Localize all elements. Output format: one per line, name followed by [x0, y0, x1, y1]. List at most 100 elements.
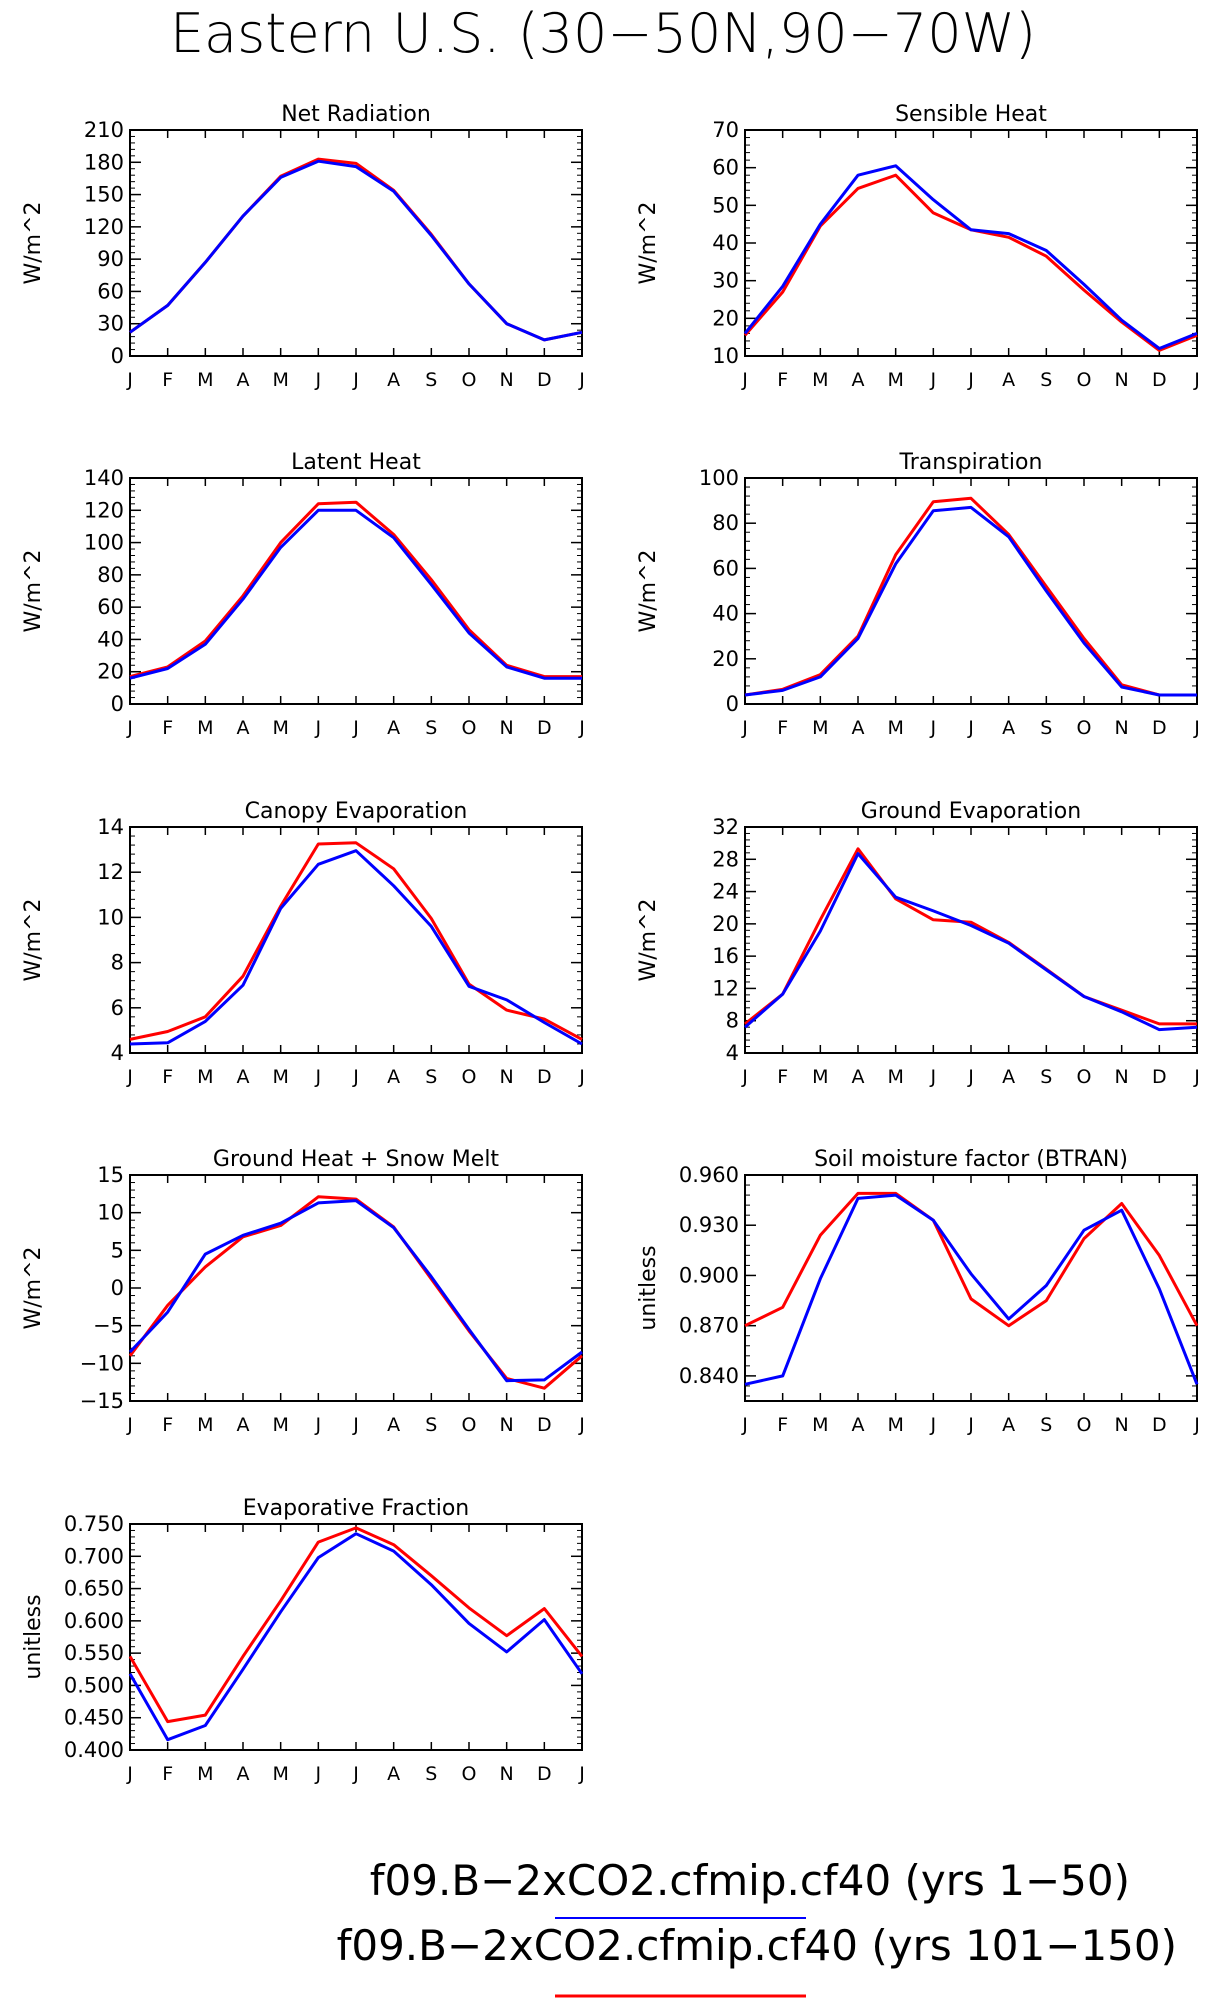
- x-tick-label: O: [462, 717, 477, 739]
- x-tick-label: M: [812, 1414, 828, 1436]
- x-tick-label: J: [126, 1763, 133, 1785]
- x-tick-label: A: [852, 717, 865, 739]
- x-tick-label: A: [387, 1414, 400, 1436]
- x-tick-label: S: [1040, 1414, 1052, 1436]
- y-tick-label: 0: [111, 344, 124, 368]
- x-tick-label: A: [852, 369, 865, 391]
- panel-title: Sensible Heat: [895, 102, 1047, 127]
- y-tick-label: 20: [712, 647, 739, 671]
- series-line-blue: [744, 852, 1198, 1032]
- x-tick-label: F: [777, 1066, 788, 1088]
- panel-title: Ground Evaporation: [861, 799, 1081, 824]
- x-tick-label: N: [1115, 369, 1129, 391]
- series-line-blue: [744, 505, 1197, 697]
- series-line-red: [128, 1195, 583, 1390]
- x-tick-label: A: [852, 1066, 865, 1088]
- x-tick-label: J: [930, 369, 937, 391]
- x-tick-label: M: [887, 717, 903, 739]
- x-tick-label: F: [162, 717, 173, 739]
- y-tick-label: 12: [97, 860, 124, 884]
- series-line-blue: [129, 159, 583, 342]
- x-tick-label: N: [500, 369, 514, 391]
- y-tick-label: 100: [84, 531, 124, 555]
- y-tick-label: 40: [712, 231, 739, 255]
- y-axis-label: W/m^2: [636, 549, 661, 632]
- x-tick-label: J: [315, 1763, 322, 1785]
- series-line-red: [129, 157, 583, 342]
- x-tick-label: O: [462, 369, 477, 391]
- x-tick-label: F: [777, 1414, 788, 1436]
- series-line-red: [744, 496, 1197, 697]
- y-tick-label: 0.930: [679, 1213, 739, 1237]
- x-tick-label: J: [352, 1763, 359, 1785]
- x-tick-label: J: [315, 717, 322, 739]
- x-tick-label: J: [1193, 717, 1200, 739]
- y-tick-label: 120: [84, 215, 124, 239]
- y-tick-label: 70: [712, 118, 739, 142]
- y-tick-label: 60: [97, 279, 124, 303]
- x-tick-label: O: [1077, 1414, 1092, 1436]
- x-tick-label: S: [1040, 369, 1052, 391]
- x-tick-label: M: [272, 1414, 288, 1436]
- x-tick-label: M: [197, 369, 213, 391]
- x-tick-label: J: [967, 1414, 974, 1436]
- x-tick-label: A: [1002, 1414, 1015, 1436]
- y-tick-label: 28: [712, 847, 739, 871]
- y-tick-label: 80: [97, 563, 124, 587]
- x-tick-label: N: [500, 1414, 514, 1436]
- x-tick-label: N: [1115, 1066, 1129, 1088]
- x-tick-label: M: [272, 1066, 288, 1088]
- x-tick-label: O: [1077, 1066, 1092, 1088]
- y-axis-label: W/m^2: [21, 898, 46, 981]
- y-tick-label: 60: [97, 595, 124, 619]
- x-tick-label: J: [126, 369, 133, 391]
- y-tick-label: 0.650: [64, 1577, 124, 1601]
- y-tick-label: 10: [712, 344, 739, 368]
- panel-title: Canopy Evaporation: [245, 799, 468, 824]
- x-tick-label: J: [578, 717, 585, 739]
- x-tick-label: J: [578, 1414, 585, 1436]
- x-tick-label: S: [425, 1414, 437, 1436]
- x-tick-label: M: [272, 717, 288, 739]
- y-tick-label: 80: [712, 511, 739, 535]
- panel-title: Evaporative Fraction: [243, 1496, 469, 1521]
- y-tick-label: 0.840: [679, 1364, 739, 1388]
- y-tick-label: 210: [84, 118, 124, 142]
- y-tick-label: 0.900: [679, 1263, 739, 1287]
- y-axis-label: W/m^2: [21, 549, 46, 632]
- y-tick-label: 60: [712, 556, 739, 580]
- x-tick-label: M: [812, 369, 828, 391]
- y-tick-label: 0.750: [64, 1512, 124, 1536]
- panel-3: J F M A M J J A S O N D J020406080100TranspirationW/…: [636, 450, 1200, 739]
- x-tick-label: M: [197, 1414, 213, 1436]
- y-tick-label: 100: [699, 466, 739, 490]
- y-tick-label: 20: [712, 912, 739, 936]
- y-tick-label: 0.600: [64, 1609, 124, 1633]
- y-tick-label: 0: [726, 692, 739, 716]
- x-tick-label: J: [578, 1066, 585, 1088]
- y-tick-label: 0: [111, 1276, 124, 1300]
- y-tick-label: 20: [97, 660, 124, 684]
- x-tick-label: J: [930, 1414, 937, 1436]
- plot-frame: [744, 129, 1198, 357]
- series-line-blue: [743, 164, 1198, 350]
- x-tick-label: J: [315, 1066, 322, 1088]
- panel-title: Transpiration: [899, 450, 1043, 475]
- y-tick-label: 90: [97, 247, 124, 271]
- x-tick-label: N: [1115, 1414, 1129, 1436]
- series-line-red: [129, 841, 583, 1041]
- panel-8: J F M A M J J A S O N D J0.4000.4500.5000.5500.6000.…: [21, 1496, 585, 1785]
- x-tick-label: S: [425, 717, 437, 739]
- y-tick-label: 150: [84, 183, 124, 207]
- x-tick-label: A: [237, 369, 250, 391]
- x-tick-label: J: [967, 717, 974, 739]
- x-tick-label: D: [1152, 717, 1167, 739]
- x-tick-label: J: [315, 369, 322, 391]
- x-tick-label: D: [537, 1066, 552, 1088]
- x-tick-label: A: [237, 1414, 250, 1436]
- panel-7: J F M A M J J A S O N D J0.8400.8700.9000.9300.960So…: [636, 1147, 1200, 1436]
- x-tick-label: D: [537, 369, 552, 391]
- x-tick-label: M: [197, 1763, 213, 1785]
